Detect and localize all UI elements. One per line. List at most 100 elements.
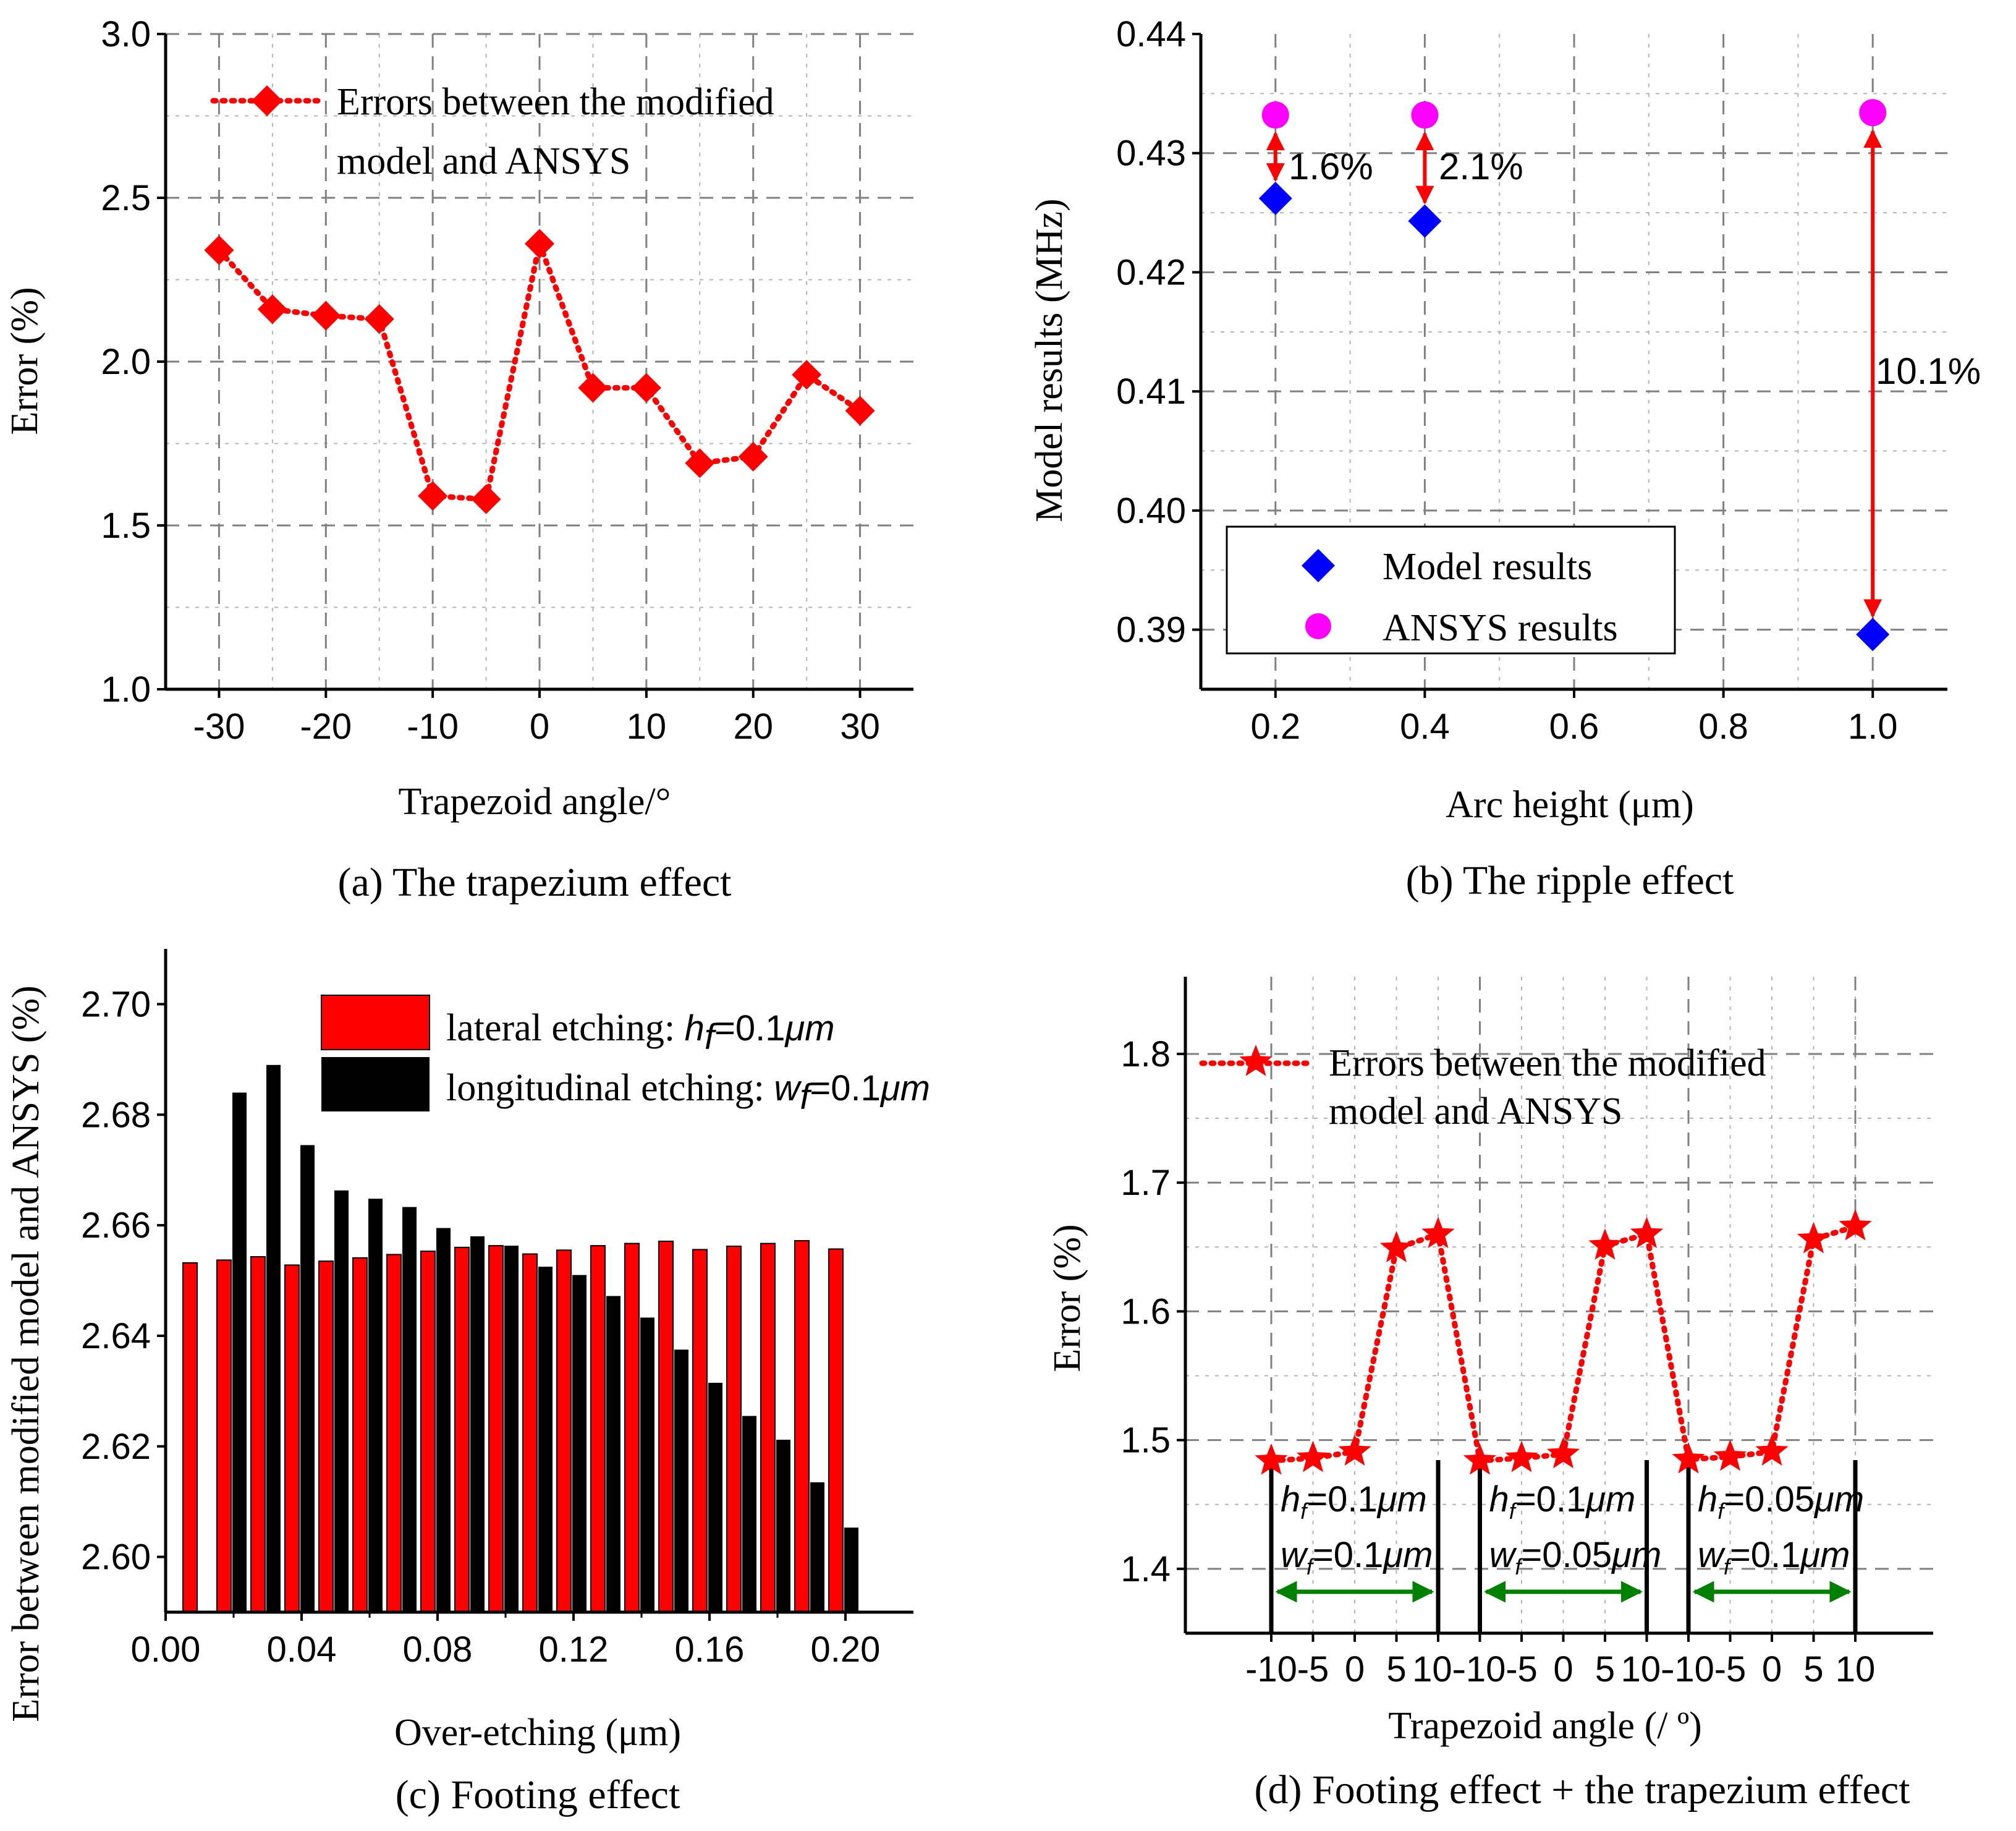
panel-d-data-point: [1296, 1440, 1330, 1472]
panel-d-group-h-value: =0.05: [1724, 1479, 1815, 1519]
panel-c-bar-longitudinal: [368, 1199, 383, 1612]
panel-c-bar-lateral: [828, 1248, 844, 1613]
panel-d-data-point: [1546, 1437, 1580, 1469]
panel-b-model-point: [1856, 618, 1890, 652]
panel-d-data-point: [1839, 1209, 1872, 1241]
panel-d-group-h-unit: μm: [1585, 1479, 1635, 1519]
panel-c-bar-longitudinal: [606, 1296, 620, 1612]
panel-c-y-tick-label: 2.68: [81, 1095, 151, 1135]
panel-a-data-point: [578, 373, 608, 403]
panel-c-y-axis-label: Error between modified model and ANSYS (…: [5, 985, 47, 1722]
panel-a-y-tick-label: 2.5: [101, 178, 151, 218]
panel-d-x-tick-label: 5: [1386, 1649, 1406, 1689]
panel-b-y-axis-ticks: 0.39 0.40 0.41 0.42 0.43 0.44: [1116, 14, 1201, 650]
panel-a-data-point: [204, 235, 234, 265]
panel-a: 1.0 1.5 2.0 2.5 3.0 -30 -20 -10 0 10 20 30 Errors …: [4, 14, 913, 905]
panel-d-y-tick-label: 1.6: [1120, 1291, 1171, 1332]
panel-d-x-tick-label: 0: [1345, 1649, 1365, 1689]
panel-c-legend-lateral-prefix: lateral etching:: [446, 1007, 685, 1049]
panel-c-bar-longitudinal: [334, 1190, 349, 1612]
panel-c-bar-longitudinal: [436, 1228, 451, 1612]
panel-c-x-tick-label: 0.12: [539, 1629, 609, 1670]
panel-c-bar-lateral: [556, 1249, 572, 1613]
panel-c-x-tick-label: 0.20: [811, 1629, 881, 1670]
panel-a-data-point: [311, 300, 341, 331]
panel-a-caption: (a) The trapezium effect: [337, 860, 731, 905]
panel-c-y-tick-label: 2.60: [81, 1537, 151, 1578]
panel-d-data-point: [1338, 1434, 1371, 1466]
panel-c-x-tick-label: 0.04: [267, 1629, 337, 1670]
panel-b-y-axis-label: Model results (MHz): [1028, 198, 1070, 522]
panel-a-data-point: [257, 294, 287, 325]
panel-b-legend-ansys: ANSYS results: [1383, 607, 1618, 649]
panel-d-group-h-value: =0.1: [1307, 1479, 1378, 1519]
panel-d-group-h-label: hf=0.1μm: [1281, 1479, 1427, 1524]
panel-d-x-tick-label: 10: [1836, 1649, 1876, 1689]
panel-c-y-tick-label: 2.66: [81, 1205, 151, 1246]
panel-d-group-h-var: h: [1489, 1479, 1509, 1519]
panel-d-y-axis-label: Error (%): [1046, 1224, 1088, 1372]
panel-c-bar-longitudinal: [708, 1382, 722, 1612]
panel-c-x-axis-ticks: 0.00 0.04 0.08 0.12 0.16 0.20: [131, 1612, 881, 1670]
panel-a-data-point: [364, 304, 394, 334]
panel-a-y-tick-label: 1.5: [101, 506, 151, 546]
panel-a-data-point: [845, 396, 875, 426]
panel-a-x-axis-label: Trapezoid angle/°: [399, 781, 671, 823]
panel-c-bar-longitudinal: [300, 1145, 315, 1612]
panel-a-y-axis-label: Error (%): [4, 287, 46, 435]
panel-a-x-tick-label: -10: [407, 707, 459, 747]
panel-c-y-axis-ticks: 2.60 2.62 2.64 2.66 2.68 2.70: [81, 984, 166, 1578]
panel-c-legend-lateral-var: h: [685, 1008, 705, 1048]
panel-d-group-h-var: h: [1698, 1479, 1717, 1519]
panel-c-legend-longitudinal-var: w: [774, 1068, 802, 1108]
panel-d-x-tick-label: 5: [1803, 1649, 1823, 1689]
panel-d-legend-star-icon: [1239, 1045, 1273, 1076]
panel-a-y-axis-ticks: 1.0 1.5 2.0 2.5 3.0: [101, 14, 166, 710]
panel-a-legend: Errors between the modified model and AN…: [210, 81, 774, 182]
panel-b-x-tick-label: 0.8: [1698, 707, 1748, 747]
panel-b-x-axis-label: Arc height (μm): [1446, 784, 1694, 826]
panel-d-y-tick-label: 1.5: [1120, 1421, 1171, 1461]
panel-c-bar-longitudinal: [640, 1317, 654, 1612]
panel-c-x-axis-label: Over-etching (μm): [394, 1712, 681, 1754]
panel-d-data-point: [1421, 1217, 1455, 1249]
panel-d-group-h-var: h: [1281, 1479, 1300, 1519]
panel-d-group-w-var: w: [1281, 1535, 1308, 1575]
panel-b-legend-circle-icon: [1305, 613, 1331, 639]
panel-c-bar-lateral: [590, 1245, 606, 1613]
panel-d-x-tick-label: -5: [1506, 1649, 1538, 1689]
panel-d-group-h-label: hf=0.05μm: [1698, 1479, 1864, 1524]
panel-c-bar-lateral: [624, 1243, 640, 1613]
panel-b-y-tick-label: 0.42: [1116, 252, 1186, 292]
panel-c-legend-longitudinal: longitudinal etching: wf=0.1μm: [446, 1067, 930, 1117]
panel-d-group-w-unit: μm: [1611, 1535, 1661, 1575]
panel-c-bar-longitudinal: [844, 1527, 858, 1612]
panel-d-group-w-value: =0.1: [1313, 1535, 1384, 1575]
panel-d-series: [1255, 1209, 1872, 1475]
panel-d-x-axis-ticks: -10 -5 0 5 10--10 -5 0 5 10--10 -5 0 5 10: [1245, 1633, 1875, 1689]
panel-c-bar-lateral: [692, 1249, 708, 1613]
panel-d-group-w-label: wf=0.1μm: [1698, 1535, 1850, 1579]
panel-b-annotations: 1.6% 2.1% 10.1%: [1289, 146, 1981, 392]
panel-d-group-h-unit: μm: [1376, 1479, 1427, 1519]
panel-b-ansys-point: [1261, 101, 1289, 129]
panel-c-legend-lateral: lateral etching: hf=0.1μm: [446, 1007, 835, 1057]
panel-b-x-tick-label: 1.0: [1848, 707, 1898, 747]
panel-b-annotation-3: 10.1%: [1876, 350, 1981, 392]
panel-b-y-tick-label: 0.44: [1116, 14, 1186, 54]
panel-d-group-w-var: w: [1489, 1535, 1517, 1575]
panel-c-legend-longitudinal-value: =0.1: [810, 1068, 881, 1108]
panel-c-bar-lateral: [318, 1260, 334, 1613]
panel-c-bar-longitudinal: [742, 1416, 756, 1612]
panel-d-x-tick-label: 10-: [1621, 1649, 1673, 1689]
panel-c-bar-lateral: [522, 1253, 538, 1613]
panel-b-y-tick-label: 0.41: [1116, 372, 1186, 412]
panel-b-x-tick-label: 0.4: [1400, 707, 1450, 747]
panel-c-bars: [164, 949, 913, 1614]
panel-d-x-tick-label: -5: [1297, 1649, 1329, 1689]
panel-b-y-tick-label: 0.39: [1116, 610, 1186, 650]
panel-a-y-tick-label: 1.0: [101, 669, 151, 710]
panel-c-bar-lateral: [352, 1257, 368, 1613]
panel-d-data-point: [1713, 1439, 1747, 1471]
panel-c-bar-lateral: [760, 1243, 776, 1613]
